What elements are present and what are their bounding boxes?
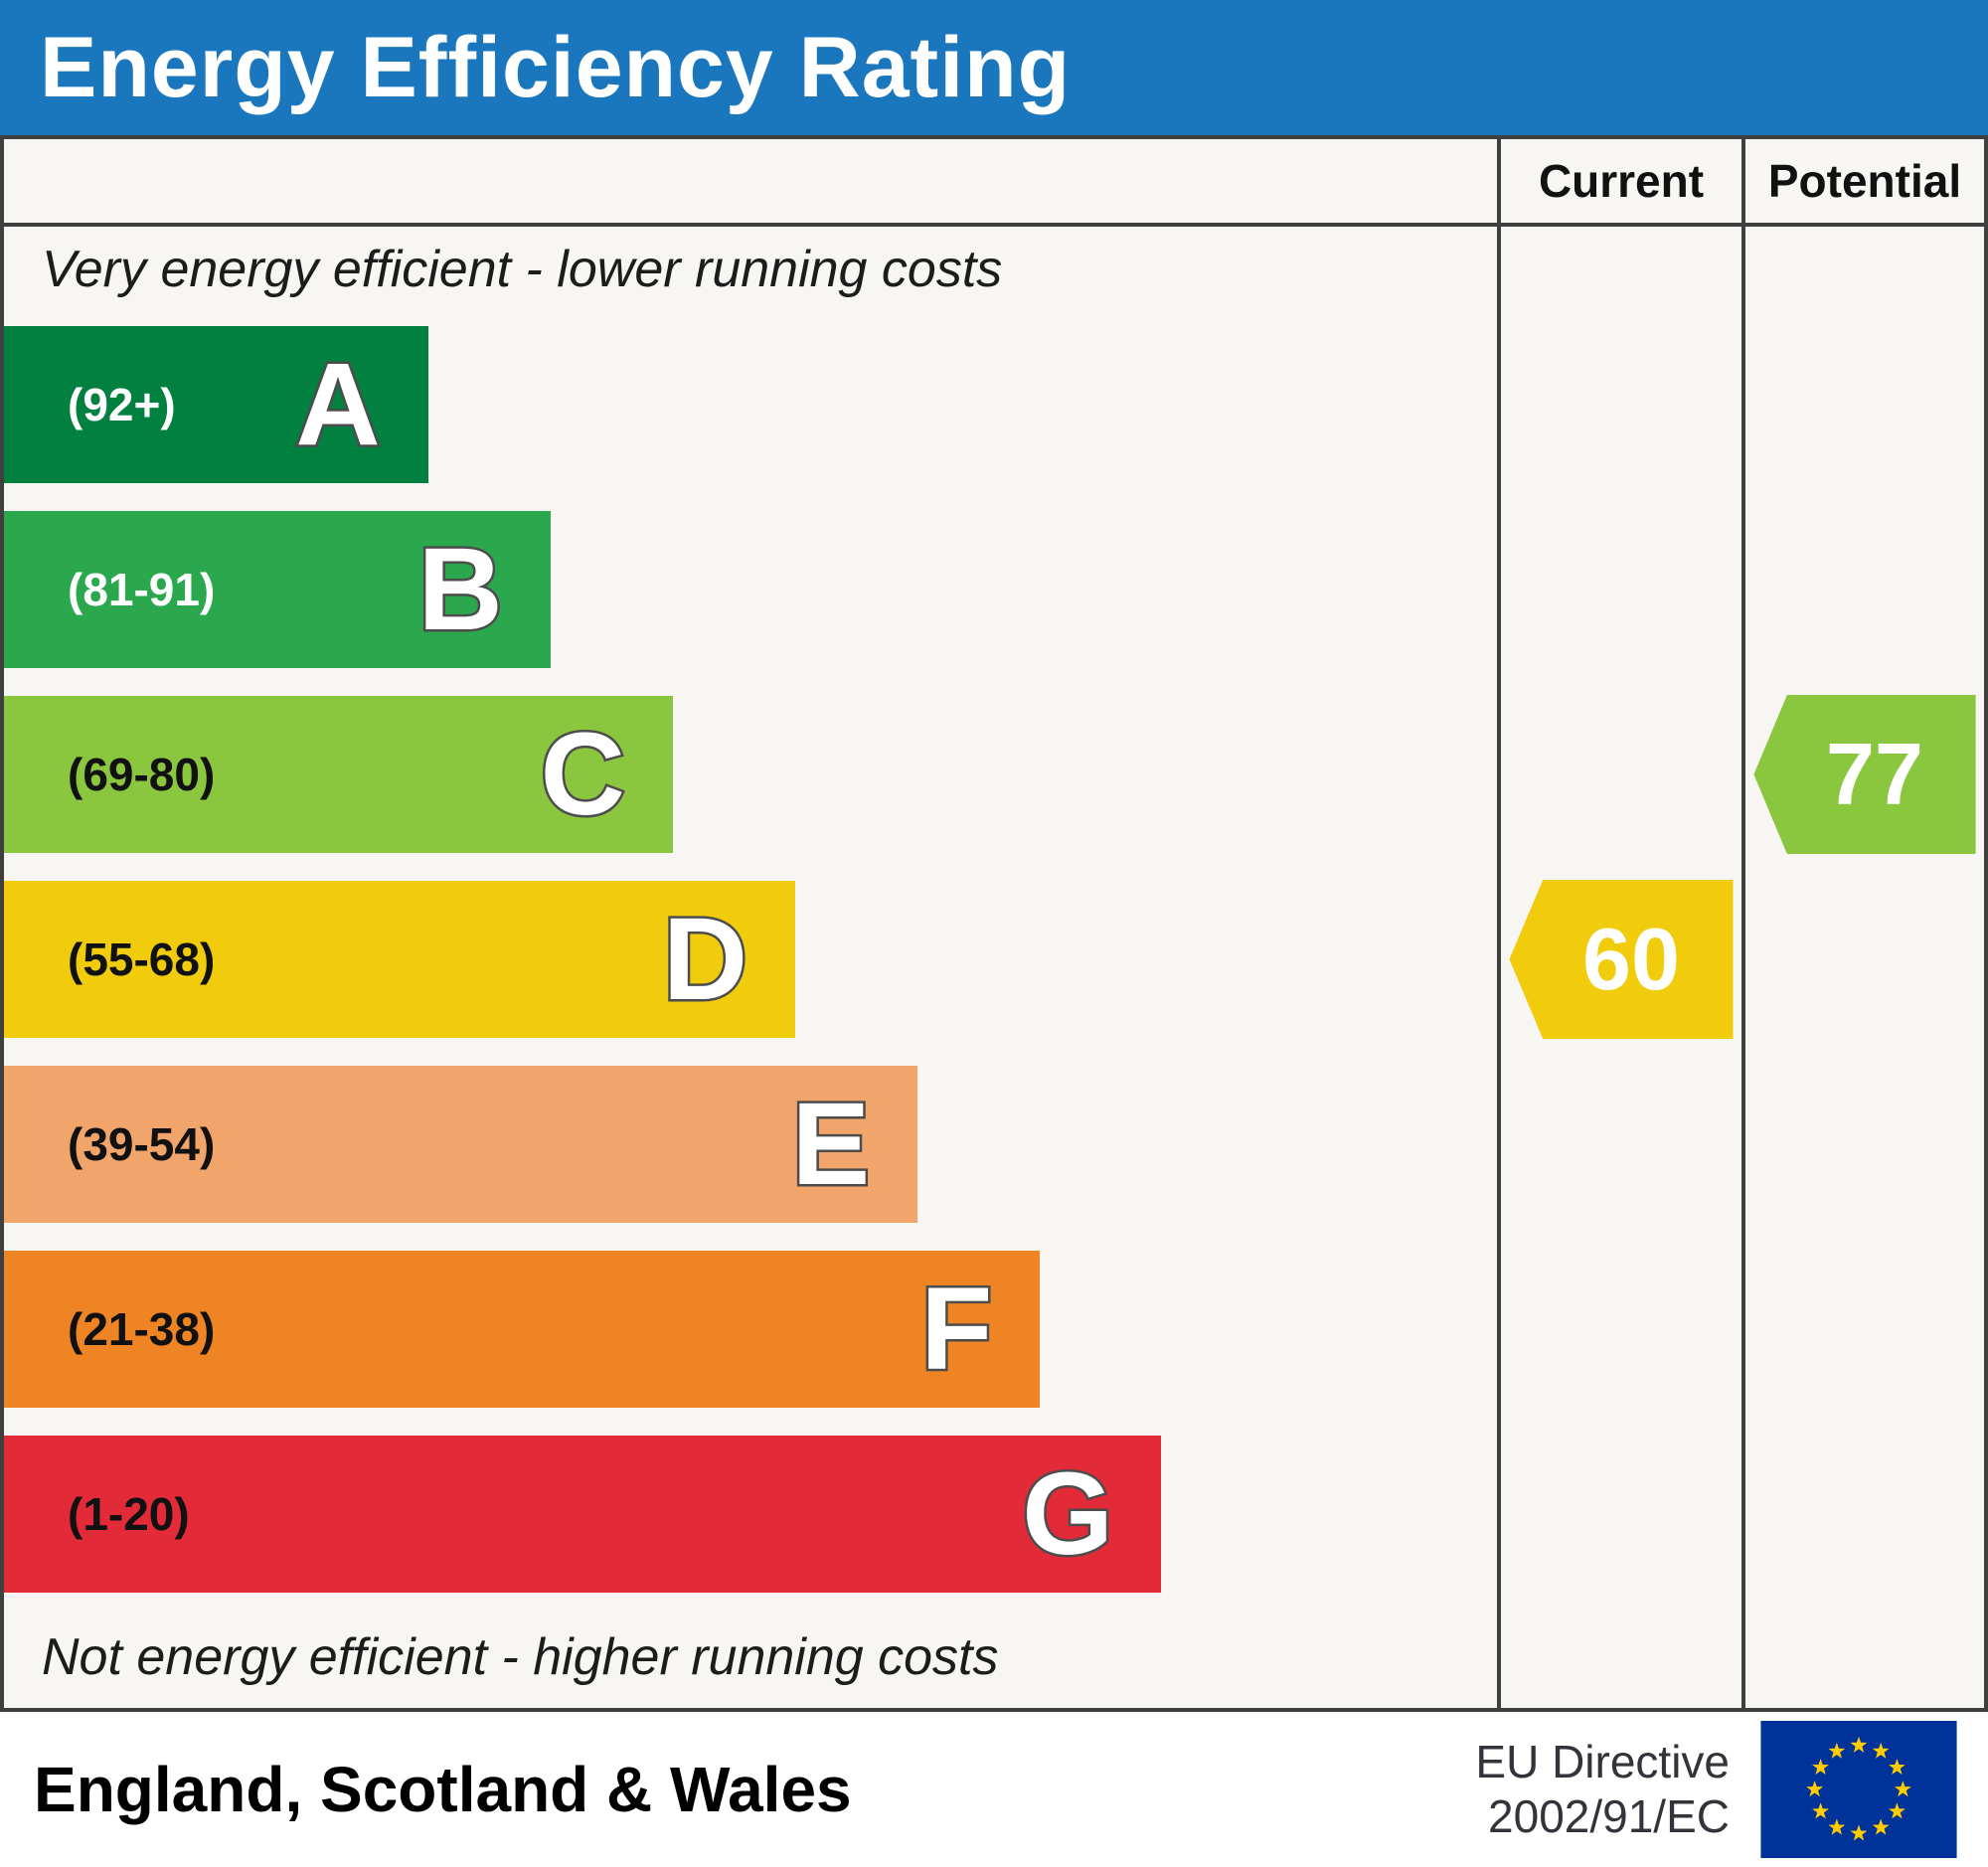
- column-header-current: Current: [1497, 139, 1741, 223]
- band-range-label: (69-80): [68, 749, 216, 800]
- band-range-label: (92+): [68, 379, 176, 430]
- chart-body: Very energy efficient - lower running co…: [4, 227, 1984, 1708]
- band-bar-f: (21-38) F: [4, 1251, 1041, 1408]
- bands-column: Very energy efficient - lower running co…: [4, 227, 1497, 1708]
- band-bar-g: (1-20) G: [4, 1436, 1162, 1593]
- bottom-note: Not energy efficient - higher running co…: [42, 1628, 999, 1686]
- footer: England, Scotland & Wales EU Directive 2…: [0, 1712, 1988, 1867]
- eu-directive-label: EU Directive 2002/91/EC: [1475, 1735, 1730, 1844]
- band-row-d: (55-68) D: [4, 867, 1497, 1052]
- band-range-label: (81-91): [68, 564, 216, 615]
- band-letter: D: [660, 894, 749, 1025]
- eu-flag-icon: [1760, 1721, 1957, 1858]
- band-range-label: (21-38): [68, 1303, 216, 1355]
- band-row-b: (81-91) B: [4, 497, 1497, 682]
- current-rating-value: 60: [1582, 910, 1680, 1008]
- potential-rating-arrow: 77: [1753, 695, 1976, 854]
- band-row-a: (92+) A: [4, 312, 1497, 497]
- band-range-label: (1-20): [68, 1488, 190, 1540]
- band-letter: A: [293, 339, 383, 470]
- band-range-label: (55-68): [68, 934, 216, 985]
- band-row-f: (21-38) F: [4, 1237, 1497, 1422]
- top-note: Very energy efficient - lower running co…: [42, 241, 1003, 298]
- potential-rating-column: 77: [1741, 227, 1984, 1708]
- band-bar-c: (69-80) C: [4, 696, 673, 853]
- band-range-label: (39-54): [68, 1118, 216, 1170]
- band-bar-d: (55-68) D: [4, 881, 796, 1038]
- current-rating-column: 60: [1497, 227, 1741, 1708]
- band-bar-a: (92+) A: [4, 326, 428, 483]
- band-letter: B: [415, 524, 505, 655]
- band-bar-b: (81-91) B: [4, 511, 551, 668]
- band-letter: E: [789, 1079, 873, 1210]
- header-spacer: [4, 139, 1497, 223]
- band-letter: C: [538, 709, 627, 840]
- column-header-potential: Potential: [1741, 139, 1984, 223]
- page-title: Energy Efficiency Rating: [40, 19, 1072, 115]
- chart-header-row: Current Potential: [4, 139, 1984, 227]
- potential-rating-value: 77: [1826, 725, 1923, 823]
- footer-region-label: England, Scotland & Wales: [34, 1754, 852, 1825]
- band-bar-e: (39-54) E: [4, 1066, 918, 1223]
- band-row-g: (1-20) G: [4, 1422, 1497, 1607]
- band-letter: F: [918, 1264, 995, 1395]
- band-row-c: (69-80) C: [4, 682, 1497, 867]
- eu-directive-line2: 2002/91/EC: [1488, 1790, 1730, 1842]
- title-banner: Energy Efficiency Rating: [0, 0, 1988, 135]
- band-row-e: (39-54) E: [4, 1052, 1497, 1237]
- current-rating-arrow: 60: [1509, 880, 1734, 1039]
- epc-chart: Current Potential Very energy efficient …: [0, 135, 1988, 1712]
- eu-directive-line1: EU Directive: [1475, 1735, 1730, 1787]
- band-letter: G: [1020, 1448, 1116, 1580]
